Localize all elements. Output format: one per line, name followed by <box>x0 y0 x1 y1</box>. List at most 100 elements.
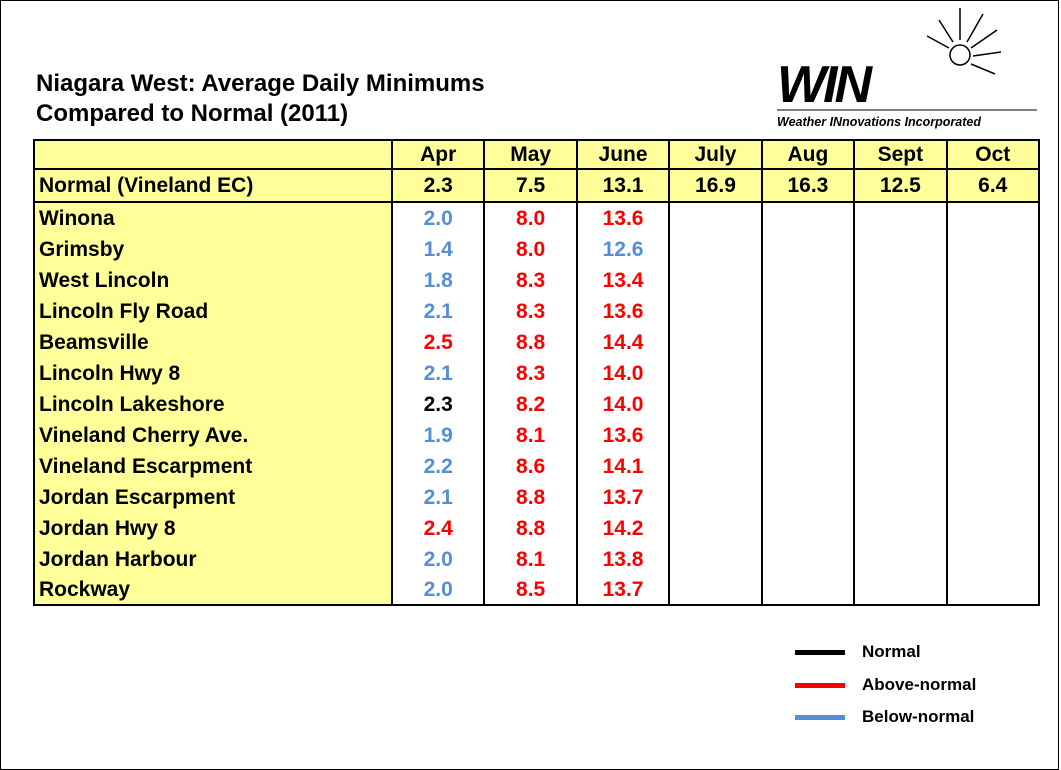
station-value: 13.6 <box>577 296 671 327</box>
empty-cell <box>947 420 1040 451</box>
legend-label: Normal <box>862 642 921 661</box>
station-value: 2.0 <box>393 575 486 606</box>
column-header: Oct <box>947 139 1040 170</box>
station-value: 8.0 <box>485 203 578 234</box>
station-value: 8.1 <box>485 544 578 575</box>
column-header: May <box>485 139 578 170</box>
normal-value: 7.5 <box>485 170 578 203</box>
logo: WIN Weather INnovations Incorporated <box>777 8 1037 129</box>
empty-cell <box>855 451 948 482</box>
station-value: 8.3 <box>485 265 578 296</box>
station-value: 8.8 <box>485 513 578 544</box>
empty-cell <box>670 420 763 451</box>
column-header: Sept <box>855 139 948 170</box>
empty-cell <box>947 203 1040 234</box>
station-value: 13.6 <box>577 420 671 451</box>
station-value: 14.0 <box>577 389 671 420</box>
legend-swatch <box>795 650 845 655</box>
station-value: 2.1 <box>393 482 486 513</box>
station-name: West Lincoln <box>33 265 393 296</box>
station-value: 13.7 <box>577 482 671 513</box>
empty-cell <box>947 296 1040 327</box>
station-value: 13.7 <box>577 575 671 606</box>
empty-cell <box>670 234 763 265</box>
empty-cell <box>947 544 1040 575</box>
station-value: 12.6 <box>577 234 671 265</box>
empty-cell <box>670 544 763 575</box>
empty-cell <box>670 451 763 482</box>
station-value: 2.5 <box>393 327 486 358</box>
empty-cell <box>947 358 1040 389</box>
empty-cell <box>855 420 948 451</box>
empty-cell <box>762 389 856 420</box>
station-name: Jordan Harbour <box>33 544 393 575</box>
station-value: 2.1 <box>393 296 486 327</box>
empty-cell <box>762 420 856 451</box>
normal-value: 2.3 <box>393 170 486 203</box>
column-header: Apr <box>393 139 486 170</box>
empty-cell <box>855 296 948 327</box>
empty-cell <box>670 513 763 544</box>
empty-cell <box>670 482 763 513</box>
empty-cell <box>762 513 856 544</box>
station-name: Grimsby <box>33 234 393 265</box>
column-header: June <box>577 139 671 170</box>
station-value: 13.6 <box>577 203 671 234</box>
empty-cell <box>855 234 948 265</box>
legend-swatch <box>795 682 845 688</box>
empty-cell <box>670 203 763 234</box>
empty-cell <box>947 513 1040 544</box>
empty-cell <box>855 389 948 420</box>
station-value: 13.4 <box>577 265 671 296</box>
station-value: 2.0 <box>393 203 486 234</box>
empty-cell <box>947 482 1040 513</box>
empty-cell <box>762 451 856 482</box>
station-value: 8.2 <box>485 389 578 420</box>
station-value: 2.0 <box>393 544 486 575</box>
station-value: 8.3 <box>485 358 578 389</box>
empty-cell <box>762 327 856 358</box>
station-name: Jordan Hwy 8 <box>33 513 393 544</box>
normal-value: 16.9 <box>670 170 763 203</box>
legend-label: Above-normal <box>862 674 977 694</box>
column-header: July <box>670 139 763 170</box>
station-name: Jordan Escarpment <box>33 482 393 513</box>
legend-label: Below-normal <box>862 707 975 726</box>
empty-cell <box>855 544 948 575</box>
empty-cell <box>855 203 948 234</box>
logo-text: WIN <box>777 56 874 114</box>
station-value: 14.4 <box>577 327 671 358</box>
empty-cell <box>670 358 763 389</box>
station-value: 2.2 <box>393 451 486 482</box>
station-name: Winona <box>33 203 393 234</box>
empty-cell <box>947 327 1040 358</box>
logo-tagline: Weather INnovations Incorporated <box>777 115 981 129</box>
header-cell <box>33 139 393 170</box>
empty-cell <box>855 358 948 389</box>
column-header: Aug <box>762 139 856 170</box>
station-name: Vineland Escarpment <box>33 451 393 482</box>
station-value: 2.4 <box>393 513 486 544</box>
empty-cell <box>762 234 856 265</box>
empty-cell <box>762 358 856 389</box>
empty-cell <box>762 482 856 513</box>
station-value: 2.3 <box>393 389 486 420</box>
station-value: 8.8 <box>485 327 578 358</box>
empty-cell <box>855 265 948 296</box>
empty-cell <box>855 513 948 544</box>
empty-cell <box>762 203 856 234</box>
legend-swatch <box>795 715 845 720</box>
empty-cell <box>762 265 856 296</box>
empty-cell <box>947 575 1040 606</box>
logo-sun <box>926 8 1002 75</box>
empty-cell <box>947 265 1040 296</box>
station-name: Rockway <box>33 575 393 606</box>
empty-cell <box>670 389 763 420</box>
normal-value: 12.5 <box>855 170 948 203</box>
station-value: 1.9 <box>393 420 486 451</box>
station-value: 8.1 <box>485 420 578 451</box>
station-value: 1.8 <box>393 265 486 296</box>
station-value: 1.4 <box>393 234 486 265</box>
station-value: 8.6 <box>485 451 578 482</box>
